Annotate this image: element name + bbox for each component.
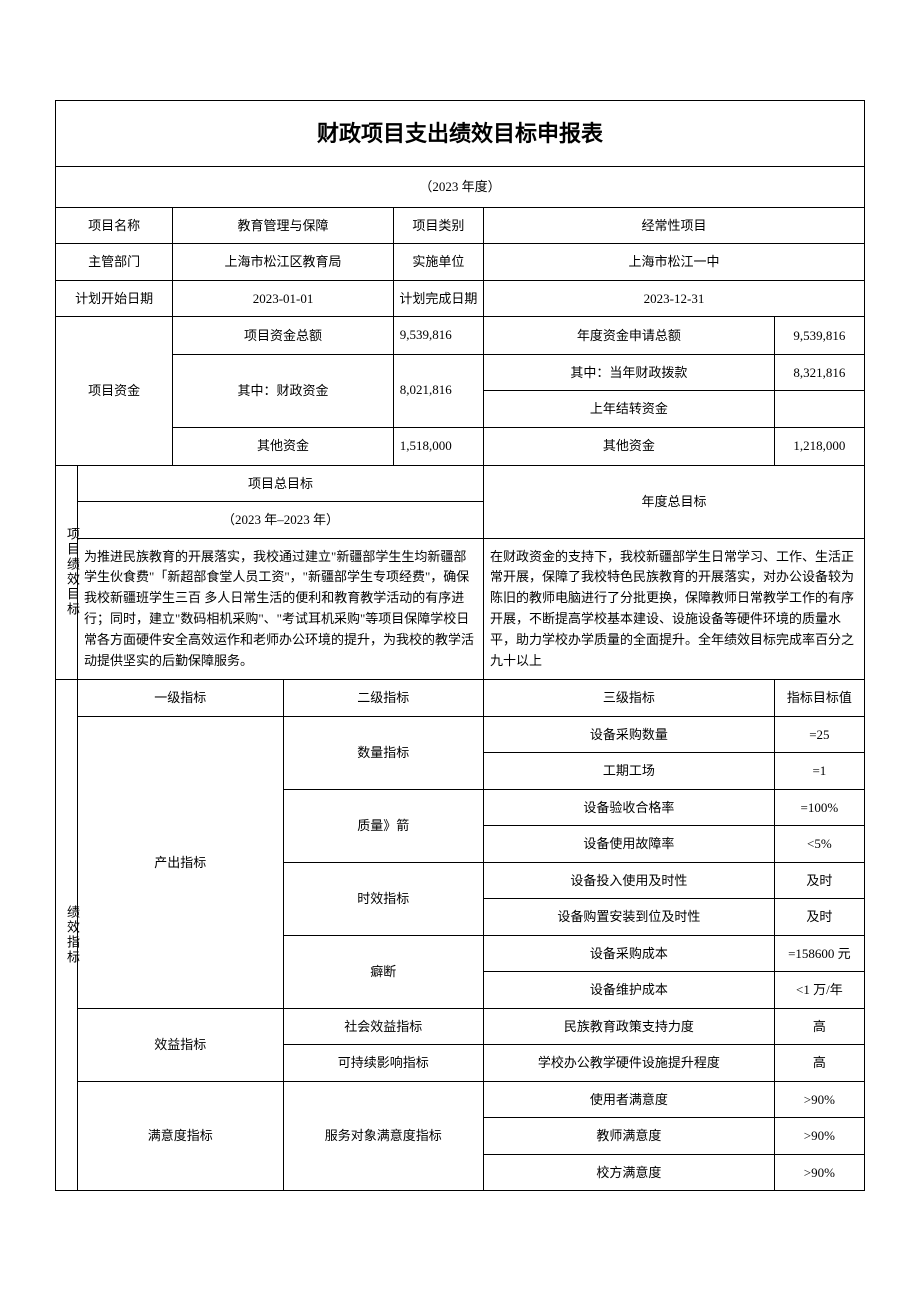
ind-value: <5% [774, 826, 864, 863]
ind-name: 教师满意度 [484, 1118, 775, 1155]
value-annual-goal: 在财政资金的支持下，我校新疆部学生日常学习、工作、生活正常开展，保障了我校特色民… [484, 538, 865, 680]
quality-label: 质量》箭 [283, 789, 483, 862]
value-fiscal-funds: 8,021,816 [393, 354, 483, 427]
header-target: 指标目标值 [774, 680, 864, 717]
ind-value: =1 [774, 753, 864, 790]
ind-name: 校方满意度 [484, 1154, 775, 1191]
label-other-funds: 其他资金 [173, 427, 394, 465]
label-total-funds: 项目资金总额 [173, 317, 394, 355]
benefit-label: 效益指标 [78, 1008, 283, 1081]
ind-value: =100% [774, 789, 864, 826]
ind-value: 高 [774, 1045, 864, 1082]
value-total-funds: 9,539,816 [393, 317, 483, 355]
value-plan-start: 2023-01-01 [173, 280, 394, 317]
value-project-name: 教育管理与保障 [173, 207, 394, 244]
value-current-fiscal: 8,321,816 [774, 354, 864, 391]
label-overall-goal: 项目总目标 [78, 465, 484, 502]
value-other-funds: 1,518,000 [393, 427, 483, 465]
satisfaction-label: 满意度指标 [78, 1081, 283, 1191]
ind-name: 学校办公教学硬件设施提升程度 [484, 1045, 775, 1082]
sustain-label: 可持续影响指标 [283, 1045, 483, 1082]
cost-label: 癖断 [283, 935, 483, 1008]
value-supervisor: 上海市松江区教育局 [173, 244, 394, 281]
form-subtitle: （2023 年度） [56, 167, 865, 208]
ind-name: 设备验收合格率 [484, 789, 775, 826]
quantity-label: 数量指标 [283, 716, 483, 789]
service-label: 服务对象满意度指标 [283, 1081, 483, 1191]
value-annual-apply: 9,539,816 [774, 317, 864, 355]
label-implement-unit: 实施单位 [393, 244, 483, 281]
label-project-category: 项目类别 [393, 207, 483, 244]
ind-value: 及时 [774, 899, 864, 936]
ind-name: 设备采购数量 [484, 716, 775, 753]
value-plan-end: 2023-12-31 [484, 280, 865, 317]
header-level2: 二级指标 [283, 680, 483, 717]
label-annual-goal: 年度总目标 [484, 465, 865, 538]
ind-name: 工期工场 [484, 753, 775, 790]
label-perf-indicators: 绩效指标 [56, 680, 78, 1191]
ind-value: >90% [774, 1154, 864, 1191]
value-project-category: 经常性项目 [484, 207, 865, 244]
ind-name: 设备采购成本 [484, 935, 775, 972]
header-level1: 一级指标 [78, 680, 283, 717]
label-perf-goal: 项目绩效目标 [56, 465, 78, 680]
ind-name: 民族教育政策支持力度 [484, 1008, 775, 1045]
ind-value: >90% [774, 1118, 864, 1155]
label-goal-period: （2023 年–2023 年） [78, 502, 484, 539]
declaration-form: 财政项目支出绩效目标申报表 （2023 年度） 项目名称 教育管理与保障 项目类… [55, 100, 865, 1191]
output-label: 产出指标 [78, 716, 283, 1008]
value-overall-goal: 为推进民族教育的开展落实，我校通过建立"新疆部学生生均新疆部学生伙食费"「新超部… [78, 538, 484, 680]
label-carryover: 上年结转资金 [484, 391, 775, 428]
ind-value: =25 [774, 716, 864, 753]
form-title: 财政项目支出绩效目标申报表 [56, 101, 865, 167]
value-other-funds-annual: 1,218,000 [774, 427, 864, 465]
label-supervisor: 主管部门 [56, 244, 173, 281]
header-level3: 三级指标 [484, 680, 775, 717]
time-label: 时效指标 [283, 862, 483, 935]
label-project-funds: 项目资金 [56, 317, 173, 466]
label-other-funds-annual: 其他资金 [484, 427, 775, 465]
label-annual-apply: 年度资金申请总额 [484, 317, 775, 355]
ind-name: 设备使用故障率 [484, 826, 775, 863]
label-current-fiscal: 其中：当年财政拨款 [484, 354, 775, 391]
label-project-name: 项目名称 [56, 207, 173, 244]
ind-value: =158600 元 [774, 935, 864, 972]
ind-name: 设备购置安装到位及时性 [484, 899, 775, 936]
ind-value: 及时 [774, 862, 864, 899]
ind-value: >90% [774, 1081, 864, 1118]
ind-name: 设备维护成本 [484, 972, 775, 1009]
social-label: 社会效益指标 [283, 1008, 483, 1045]
value-carryover [774, 391, 864, 428]
value-implement-unit: 上海市松江一中 [484, 244, 865, 281]
label-plan-start: 计划开始日期 [56, 280, 173, 317]
label-plan-end: 计划完成日期 [393, 280, 483, 317]
ind-name: 设备投入使用及时性 [484, 862, 775, 899]
ind-value: 高 [774, 1008, 864, 1045]
ind-name: 使用者满意度 [484, 1081, 775, 1118]
ind-value: <1 万/年 [774, 972, 864, 1009]
label-fiscal-funds: 其中：财政资金 [173, 354, 394, 427]
